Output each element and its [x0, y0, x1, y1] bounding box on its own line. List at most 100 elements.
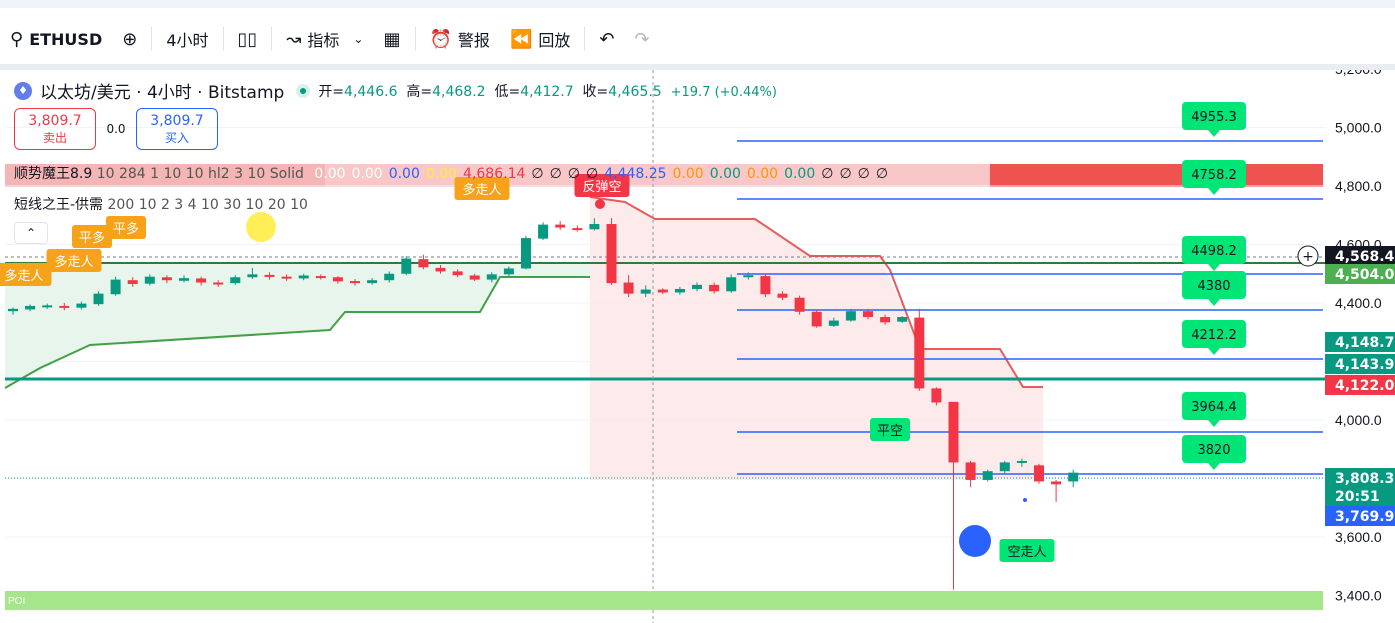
target-level-box [1182, 236, 1246, 264]
signal-box [574, 174, 630, 197]
candle-body [845, 311, 856, 321]
sell-label: 卖出 [42, 131, 67, 145]
price-tick-label: 3,400.0 [1335, 588, 1382, 604]
collapse-legend-button[interactable]: ⌃ [14, 222, 48, 244]
toolbar-divider [271, 27, 273, 51]
candle-body [965, 462, 976, 480]
price-chart[interactable]: 4955.3 4758.2 4498.2 4380 4212.2 3964.4 3820 多… [0, 70, 1395, 623]
price-marker [1325, 468, 1395, 488]
signal-box [106, 216, 146, 239]
buy-button[interactable]: 3,809.7 买入 [136, 108, 218, 150]
yellow-dot [246, 212, 276, 242]
candle-body [1068, 472, 1079, 482]
price-tick-label: 5,000.0 [1335, 120, 1382, 136]
candle-body [674, 288, 685, 293]
target-level-box [1182, 160, 1246, 188]
target-level-pointer [1208, 130, 1220, 137]
ohlc-values: 开=4,446.6 高=4,468.2 低=4,412.7 收=4,465.5 … [318, 81, 777, 101]
poi-label: POI [8, 596, 25, 607]
candle-body [93, 293, 104, 305]
candle-body [418, 259, 429, 268]
candle-body [880, 317, 891, 323]
signal-box [0, 263, 52, 286]
target-level-box [1182, 102, 1246, 130]
target-level-pointer [1208, 188, 1220, 195]
price-marker-label: 4,568.4 [1335, 249, 1395, 265]
signal-label: 多走人 [462, 182, 501, 198]
sell-button[interactable]: 3,809.7 卖出 [14, 108, 96, 150]
undo-button[interactable]: ↶ [589, 21, 624, 57]
indicator-2-legend[interactable]: 短线之王-供需 200 10 2 3 4 10 30 10 20 10 [14, 194, 308, 214]
candle-body [589, 224, 600, 230]
alarm-clock-icon: ⏰ [429, 28, 452, 50]
price-marker-label: 3,769.95 [1335, 509, 1395, 525]
toolbar-divider [414, 27, 416, 51]
candle-body [264, 274, 275, 277]
indicator-1-params: 10 284 1 10 10 hl2 3 10 Solid [96, 166, 304, 182]
price-marker-label: 20:51 [1335, 489, 1380, 505]
candle-body [897, 317, 908, 322]
candle-body [606, 224, 617, 284]
price-marker [1325, 264, 1395, 284]
red-resistance-line [589, 196, 1043, 388]
candle-body [777, 293, 788, 298]
symbol-search[interactable]: ⚲ ETHUSD [0, 21, 112, 57]
candle-body [743, 275, 754, 278]
candlestick-series [8, 218, 1079, 590]
target-level-pointer [1208, 299, 1220, 306]
replay-button[interactable]: ⏪ 回放 [500, 21, 580, 57]
candle-body [144, 276, 155, 284]
spread-value: 0.0 [106, 122, 126, 136]
symbol-label: ETHUSD [29, 29, 103, 49]
close-value: 4,465.5 [608, 83, 662, 100]
candle-body [179, 278, 189, 281]
symbol-title[interactable]: 以太坊/美元 · 4小时 · Bitstamp [40, 83, 285, 103]
layouts-button[interactable]: ▦ [373, 21, 410, 57]
grid-icon: ▦ [383, 28, 401, 50]
candle-body [281, 276, 292, 279]
buy-label: 买入 [164, 131, 189, 145]
undo-icon: ↶ [599, 28, 615, 50]
chart-type-button[interactable]: ▯▯ [228, 21, 268, 57]
indicators-button[interactable]: ↝ 指标 ⌄ [276, 21, 373, 57]
target-level-box [1182, 320, 1246, 348]
candle-body [794, 297, 805, 312]
crosshair-plus-button[interactable]: + [1297, 245, 1319, 267]
candle-body [486, 274, 497, 280]
chevron-down-icon[interactable]: ⌄ [353, 32, 364, 46]
alert-button[interactable]: ⏰ 警报 [420, 21, 500, 57]
replay-label: 回放 [538, 31, 571, 50]
indicator-1-value: 0.00 [784, 166, 816, 182]
indicator-1-value: ∅ [586, 166, 599, 182]
indicator-1-value: ∅ [567, 166, 580, 182]
indicator-1-value: 0.00 [351, 166, 383, 182]
candle-body [247, 274, 258, 278]
plus-circle-icon: ⊕ [122, 28, 138, 50]
supply-demand-cloud [4, 196, 1043, 480]
price-axis-markers: 4,568.4 4,504.02 4,148.7 4,143.9 4,122.02 3,8… [1325, 246, 1395, 526]
price-marker [1325, 332, 1395, 352]
target-levels: 4955.3 4758.2 4498.2 4380 4212.2 3964.4 3820 [737, 102, 1323, 475]
target-level-label: 4498.2 [1191, 244, 1237, 259]
candle-body [982, 471, 993, 480]
indicator-1-value: 0.00 [746, 166, 779, 182]
candle-body [25, 305, 36, 310]
indicator-1-legend[interactable]: 顺势魔王8.9 10 284 1 10 10 hl2 3 10 Solid 0.… [14, 163, 888, 183]
redo-button[interactable]: ↷ [624, 21, 659, 57]
signal-box [870, 418, 910, 441]
price-marker-label: 4,148.7 [1335, 335, 1394, 351]
interval-button[interactable]: 4小时 [156, 21, 218, 57]
close-label: 收= [582, 83, 609, 100]
interval-label: 4小时 [166, 31, 209, 50]
high-value: 4,468.2 [432, 83, 486, 100]
target-level-pointer [1208, 420, 1220, 427]
buy-price: 3,809.7 [150, 113, 204, 129]
candle-body [367, 280, 378, 284]
green-support-line [4, 276, 590, 389]
chevron-up-icon: ⌃ [25, 226, 37, 240]
candle-body [298, 275, 309, 279]
price-marker-label: 4,122.02 [1335, 378, 1395, 394]
candle-body [914, 317, 925, 389]
signal-box [999, 539, 1055, 562]
compare-button[interactable]: ⊕ [112, 21, 147, 57]
